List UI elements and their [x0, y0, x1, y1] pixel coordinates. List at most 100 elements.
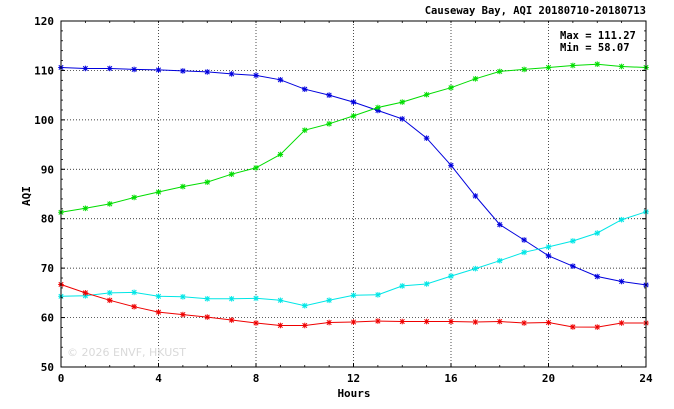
data-point-marker: [277, 151, 284, 158]
marker-stroke: [545, 244, 552, 250]
y-tick-label: 110: [34, 64, 54, 77]
data-point-marker: [594, 61, 601, 67]
data-point-marker: [399, 318, 406, 325]
data-point-marker: [496, 257, 503, 264]
data-point-marker: [204, 295, 211, 302]
data-point-marker: [301, 302, 308, 309]
data-point-marker: [253, 165, 259, 171]
marker-stroke: [204, 296, 210, 302]
data-point-marker: [326, 319, 332, 326]
marker-stroke: [448, 318, 454, 325]
marker-stroke: [131, 194, 137, 201]
marker-stroke: [570, 62, 576, 69]
data-point-marker: [253, 320, 259, 326]
y-tick-label: 100: [34, 114, 54, 127]
data-point-marker: [472, 265, 479, 272]
marker-stroke: [497, 68, 503, 74]
data-point-marker: [594, 273, 601, 280]
data-point-marker: [277, 322, 284, 329]
marker-stroke: [350, 292, 357, 298]
marker-stroke: [277, 297, 283, 303]
data-point-marker: [375, 292, 381, 298]
x-tick-label: 20: [542, 372, 555, 385]
data-point-marker: [375, 318, 381, 324]
marker-stroke: [472, 193, 478, 199]
marker-stroke: [326, 92, 332, 98]
x-tick-label: 24: [639, 372, 653, 385]
data-point-marker: [521, 237, 527, 243]
marker-stroke: [204, 314, 210, 320]
y-tick-label: 90: [41, 163, 54, 176]
data-point-marker: [277, 297, 284, 304]
data-point-marker: [204, 179, 211, 185]
data-point-marker: [496, 68, 503, 75]
data-point-marker: [594, 230, 601, 236]
marker-stroke: [594, 324, 600, 330]
data-point-marker: [570, 238, 576, 244]
chart-title: Causeway Bay, AQI 20180710-20180713: [425, 5, 646, 17]
data-point-marker: [570, 263, 576, 269]
data-point-marker: [472, 76, 479, 82]
data-point-marker: [326, 92, 332, 98]
data-point-marker: [253, 295, 259, 302]
marker-stroke: [180, 294, 186, 300]
marker-stroke: [350, 319, 357, 325]
marker-stroke: [594, 230, 600, 236]
marker-stroke: [424, 318, 430, 325]
data-point-marker: [253, 72, 259, 79]
data-point-marker: [423, 318, 430, 325]
series-lines: [58, 61, 649, 330]
data-point-marker: [472, 319, 479, 325]
marker-stroke: [497, 318, 503, 325]
marker-stroke: [302, 127, 308, 133]
data-point-marker: [82, 290, 89, 296]
marker-stroke: [350, 99, 357, 105]
data-point-marker: [131, 289, 137, 296]
marker-stroke: [594, 61, 600, 67]
data-point-marker: [106, 65, 113, 72]
marker-stroke: [107, 297, 113, 303]
data-point-marker: [496, 318, 503, 325]
marker-stroke: [570, 238, 576, 244]
x-axis-title: Hours: [337, 387, 370, 400]
data-point-marker: [521, 249, 527, 256]
marker-stroke: [472, 76, 478, 82]
data-point-marker: [131, 194, 137, 201]
marker-stroke: [497, 222, 503, 228]
marker-stroke: [253, 320, 259, 326]
plot-frame: [60, 20, 647, 368]
marker-stroke: [448, 162, 454, 168]
data-point-marker: [448, 84, 454, 91]
data-point-marker: [106, 201, 113, 207]
marker-stroke: [204, 179, 210, 185]
marker-stroke: [253, 165, 259, 171]
marker-stroke: [326, 319, 332, 326]
marker-stroke: [448, 85, 454, 91]
marker-stroke: [521, 66, 527, 72]
y-axis-title: AQI: [20, 186, 33, 206]
data-point-marker: [423, 281, 430, 287]
marker-stroke: [107, 65, 113, 72]
data-point-marker: [350, 319, 357, 325]
marker-stroke: [521, 237, 527, 243]
marker-stroke: [277, 77, 283, 83]
data-point-marker: [180, 311, 186, 318]
y-tick-label: 50: [41, 361, 54, 374]
marker-stroke: [472, 266, 478, 272]
data-point-marker: [155, 67, 162, 73]
marker-stroke: [107, 201, 113, 207]
data-point-marker: [521, 320, 527, 326]
marker-stroke: [131, 289, 137, 295]
marker-stroke: [619, 278, 625, 285]
data-point-marker: [545, 252, 552, 259]
data-point-marker: [155, 189, 162, 195]
data-point-marker: [204, 314, 211, 320]
data-point-marker: [82, 205, 89, 212]
data-point-marker: [228, 71, 235, 77]
data-point-marker: [350, 99, 357, 105]
marker-stroke: [277, 322, 283, 329]
marker-stroke: [472, 319, 478, 325]
marker-stroke: [399, 318, 405, 325]
data-point-marker: [618, 216, 625, 223]
data-point-marker: [594, 324, 601, 330]
